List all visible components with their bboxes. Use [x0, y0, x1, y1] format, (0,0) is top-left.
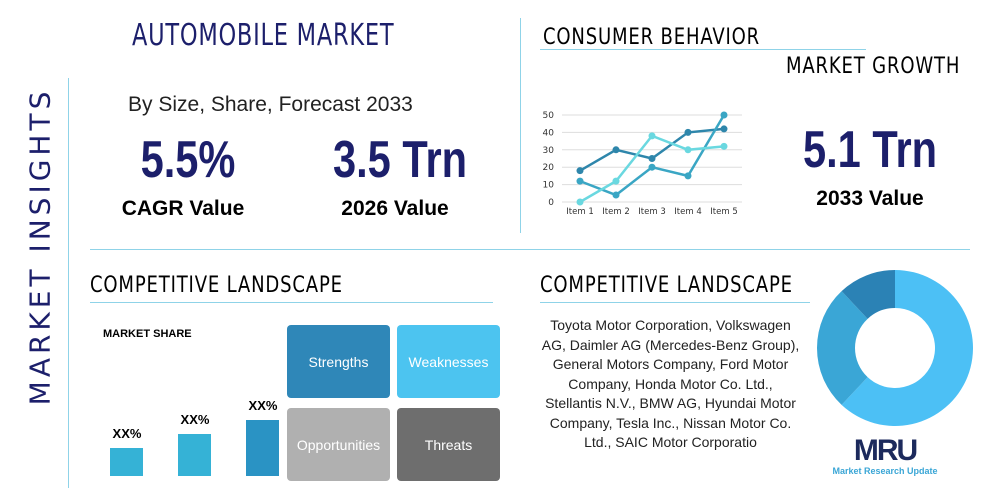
data-point [612, 146, 620, 154]
market-share-bar [110, 448, 143, 476]
data-point [612, 177, 620, 185]
consumer-title: CONSUMER BEHAVIOR [543, 25, 761, 50]
bar-label: XX% [180, 412, 210, 427]
market-share-bar [246, 420, 279, 476]
donut-slice [841, 270, 895, 319]
donut-slice [817, 291, 868, 405]
bar-label: XX% [112, 426, 142, 441]
data-point [648, 155, 656, 162]
divider [540, 49, 866, 50]
divider [540, 302, 810, 303]
x-tick-label: Item 1 [566, 207, 593, 217]
company-list: Toyota Motor Corporation, Volkswagen AG,… [541, 317, 800, 450]
data-point [684, 146, 692, 154]
data-point [648, 163, 656, 171]
data-point [684, 128, 692, 136]
logo-text: Market Research Update [832, 466, 938, 476]
x-tick-label: Item 3 [638, 207, 665, 217]
label-2033: 2033 Value [816, 187, 924, 210]
swot-strengths: Strengths [287, 325, 390, 398]
value-2033: 5.1 Trn [802, 121, 938, 179]
line-chart: 0 10 20 30 40 50 Item 1 Item 2 Item 3 Item 4 Item … [543, 111, 742, 217]
label-2026: 2026 Value [341, 197, 449, 220]
market-share-bar [178, 434, 211, 476]
swot-weaknesses: Weaknesses [397, 325, 500, 398]
y-tick-label: 50 [543, 111, 555, 121]
y-tick-label: 10 [543, 181, 555, 191]
side-divider [68, 78, 69, 488]
y-tick-label: 30 [543, 146, 555, 156]
donut-chart [817, 270, 973, 426]
competitive-left-title: COMPETITIVE LANDSCAPE [90, 273, 343, 298]
swot-opportunities: Opportunities [287, 408, 390, 481]
y-tick-label: 0 [548, 198, 554, 208]
horizontal-divider [90, 249, 970, 250]
market-growth-title: MARKET GROWTH [786, 54, 961, 79]
data-point [720, 111, 728, 119]
y-tick-label: 20 [543, 163, 555, 173]
data-point [720, 125, 728, 133]
data-point [648, 132, 656, 140]
competitive-right-title: COMPETITIVE LANDSCAPE [540, 273, 793, 298]
data-point [576, 177, 584, 185]
x-tick-label: Item 5 [710, 207, 737, 217]
cagr-value: 5.5% [140, 131, 236, 189]
page-title: AUTOMOBILE MARKET [132, 18, 395, 53]
bar-label: XX% [248, 398, 278, 413]
subtitle: By Size, Share, Forecast 2033 [128, 93, 413, 116]
data-point [720, 142, 728, 150]
cagr-label: CAGR Value [121, 197, 245, 220]
donut-slice [841, 270, 973, 426]
market-share-label: MARKET SHARE [103, 328, 192, 340]
x-tick-label: Item 4 [674, 207, 701, 217]
divider [90, 302, 493, 303]
data-point [576, 198, 584, 206]
value-2026: 3.5 Trn [332, 131, 468, 189]
data-point [576, 167, 584, 175]
logo: MRU Market Research Update [830, 434, 940, 477]
data-point [612, 191, 620, 199]
x-tick-label: Item 2 [602, 207, 629, 217]
data-point [684, 172, 692, 180]
y-tick-label: 40 [543, 128, 555, 138]
side-title: MARKET INSIGHTS [23, 87, 57, 406]
vertical-divider [520, 18, 521, 233]
swot-threats: Threats [397, 408, 500, 481]
logo-mark: MRU [853, 434, 918, 467]
